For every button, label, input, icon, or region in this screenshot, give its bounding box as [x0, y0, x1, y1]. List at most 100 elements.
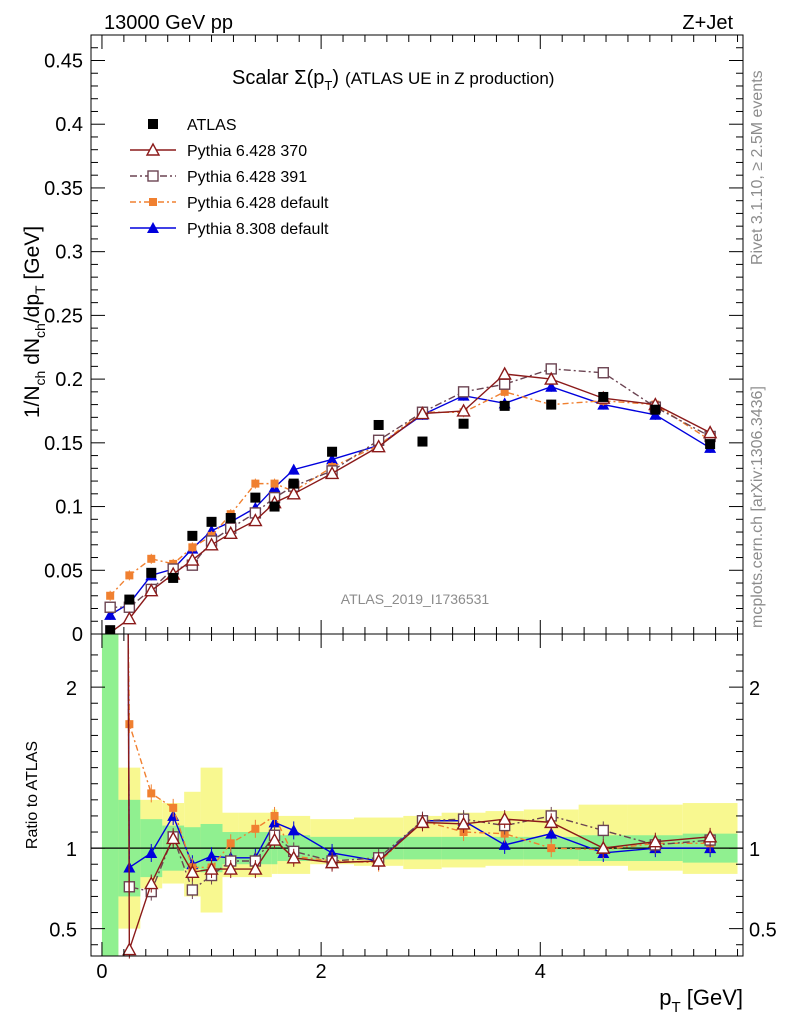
data-point-pythia-6-428-391 [498, 378, 511, 390]
data-point-atlas [373, 419, 384, 430]
data-point-atlas [598, 391, 609, 402]
header-right: Z+Jet [682, 12, 733, 34]
y-tick-label: 0.4 [55, 114, 83, 136]
ratio-point-pythia-6-428-370 [648, 834, 663, 848]
legend-label: ATLAS [187, 117, 237, 134]
data-point-atlas [269, 501, 280, 512]
main-y-axis-label: 1/Nch dNch/dpT [GeV] [21, 226, 48, 418]
data-point-atlas [417, 436, 428, 447]
data-point-atlas [288, 478, 299, 489]
data-point-atlas [105, 625, 116, 636]
legend-label: Pythia 6.428 370 [187, 143, 307, 160]
legend-label: Pythia 8.308 default [187, 221, 329, 238]
ratio-series-pythia-6-428-370 [122, 633, 718, 959]
data-point-pythia-6-428-default [106, 591, 115, 600]
main-title: Scalar Σ(pT) (ATLAS UE in Z production) [232, 67, 554, 93]
data-point-pythia-6-428-370 [248, 513, 263, 527]
main-panel-ticks: 0 0.05 0.1 0.15 0.2 0.25 0.3 0.35 0.4 0.45 [44, 35, 743, 646]
ratio-point-pythia-6-428-370 [223, 861, 238, 875]
data-point-pythia-6-428-default [251, 479, 260, 488]
ratio-point-pythia-6-428-370 [122, 942, 137, 956]
legend-label: Pythia 6.428 default [187, 195, 329, 212]
ratio-point-pythia-6-428-370 [185, 864, 200, 878]
legend-marker [147, 222, 159, 233]
data-point-atlas [650, 404, 661, 415]
ratio-point-pythia-6-428-370 [415, 814, 430, 829]
data-point-atlas [124, 594, 135, 605]
data-point-pythia-6-428-370 [415, 406, 430, 420]
series-line-pythia-6-428-391 [110, 368, 711, 608]
ratio-point-pythia-6-428-default [270, 811, 279, 820]
data-point-atlas [168, 572, 179, 583]
data-point-pythia-6-428-default [188, 543, 197, 552]
ratio-y-tick-label-right: 0.5 [749, 920, 777, 942]
analysis-watermark: ATLAS_2019_I1736531 [341, 591, 490, 607]
data-point-pythia-6-428-391 [104, 601, 116, 613]
ratio-point-pythia-6-428-370 [286, 850, 301, 864]
ratio-panel-frame [90, 633, 744, 957]
ratio-y-tick-label-right: 2 [749, 678, 760, 700]
ratio-point-pythia-8-308-default [145, 846, 158, 858]
data-point-pythia-6-428-370 [286, 486, 301, 500]
ratio-y-axis-label: Ratio to ATLAS [24, 741, 41, 849]
ratio-y-tick-label: 1 [66, 839, 77, 861]
ratio-point-pythia-6-428-370 [166, 831, 181, 845]
y-tick-label: 0.45 [44, 50, 83, 72]
ratio-y-tick-label: 0.5 [49, 920, 77, 942]
ratio-point-pythia-6-428-391 [597, 824, 609, 837]
ratio-point-pythia-6-428-default [147, 789, 156, 798]
ratio-point-pythia-8-308-default [498, 838, 511, 850]
legend-entry-pythia-6-428-default: Pythia 6.428 default [130, 195, 329, 212]
legend: ATLAS Pythia 6.428 370 Pythia 6.428 391 Pyt… [130, 117, 329, 238]
data-point-pythia-6-428-391 [597, 367, 609, 379]
data-point-pythia-6-428-370 [497, 366, 512, 380]
x-axis-label: pT [GeV] [659, 985, 743, 1016]
legend-marker [145, 142, 161, 156]
data-point-atlas [499, 400, 510, 411]
series-atlas [105, 391, 716, 636]
legend-entry-atlas: ATLAS [148, 117, 237, 134]
data-point-pythia-6-428-391 [457, 386, 470, 398]
ratio-point-pythia-6-428-370 [702, 829, 718, 843]
legend-entry-pythia-6-428-391: Pythia 6.428 391 [130, 169, 307, 186]
legend-entry-pythia-8-308-default: Pythia 8.308 default [130, 221, 329, 238]
data-point-atlas [458, 418, 469, 429]
legend-marker [149, 198, 157, 206]
ratio-point-pythia-6-428-370 [248, 861, 263, 875]
data-point-pythia-6-428-370 [371, 439, 386, 453]
ratio-y-tick-label-right: 1 [749, 839, 760, 861]
ratio-point-pythia-6-428-370 [204, 861, 219, 875]
data-point-pythia-6-428-370 [204, 537, 219, 551]
data-point-pythia-8-308-default [104, 608, 117, 620]
main-panel-data [102, 363, 718, 639]
data-point-pythia-6-428-default [147, 554, 156, 563]
ratio-point-pythia-6-428-370 [596, 840, 611, 854]
y-tick-label: 0.2 [55, 369, 83, 391]
legend-marker [148, 119, 158, 129]
data-point-pythia-6-428-370 [185, 552, 200, 566]
legend-entry-pythia-6-428-370: Pythia 6.428 370 [130, 142, 307, 160]
data-point-atlas [546, 399, 557, 410]
data-point-atlas [705, 439, 716, 450]
series-pythia-8-308-default [104, 380, 717, 620]
x-tick-label: 4 [535, 961, 546, 983]
x-tick-label: 2 [316, 961, 327, 983]
ratio-point-pythia-6-428-370 [497, 811, 512, 825]
series-line-pythia-8-308-default [109, 386, 711, 616]
ratio-point-pythia-6-428-default [251, 824, 260, 833]
data-point-pythia-6-428-default [270, 479, 279, 488]
ratio-y-tick-label: 2 [66, 678, 77, 700]
ratio-panel-ticks: 0.5 0.5 1 1 2 2 0 2 4 [49, 634, 777, 983]
rivet-version-label: Rivet 3.1.10, ≥ 2.5M events [749, 70, 766, 265]
y-tick-label: 0.35 [44, 178, 83, 200]
data-point-pythia-6-428-370 [702, 425, 718, 439]
ratio-point-pythia-6-428-370 [267, 832, 282, 846]
data-point-atlas [187, 530, 198, 541]
data-point-pythia-8-308-default [287, 463, 300, 475]
data-point-pythia-6-428-370 [456, 403, 471, 417]
uncertainty-band-inner [101, 634, 119, 956]
ratio-point-pythia-6-428-default [169, 803, 178, 812]
data-point-pythia-6-428-370 [122, 611, 137, 625]
data-point-pythia-6-428-370 [144, 583, 159, 597]
data-point-pythia-8-308-default [545, 380, 558, 392]
